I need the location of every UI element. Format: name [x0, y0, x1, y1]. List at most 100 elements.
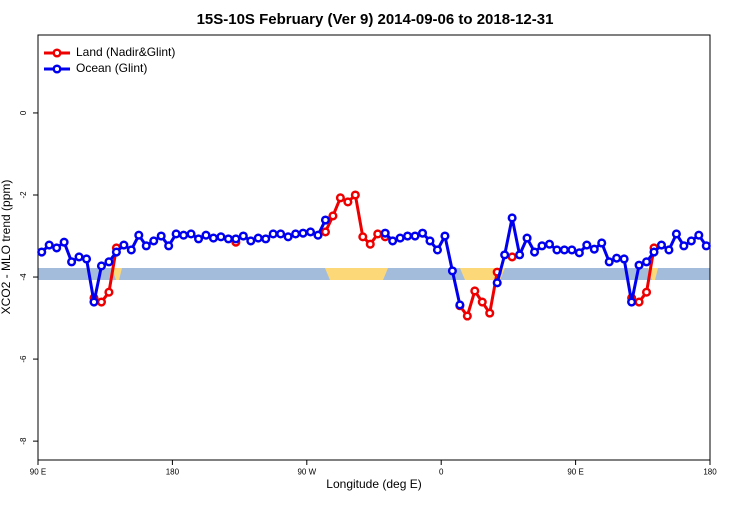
point [604, 257, 614, 267]
point [298, 228, 308, 238]
x-tick-label: 90 E [30, 468, 46, 477]
point [515, 250, 525, 260]
point [238, 231, 248, 241]
point [403, 231, 413, 241]
point [171, 229, 181, 239]
point [104, 257, 114, 267]
point [44, 240, 54, 250]
legend-marker [52, 48, 62, 58]
point [701, 241, 711, 251]
mask-land [325, 268, 388, 280]
point [634, 260, 644, 270]
point [141, 241, 151, 251]
point [567, 245, 577, 255]
x-tick-label: 180 [703, 468, 717, 477]
point [388, 236, 398, 246]
point [552, 245, 562, 255]
point [462, 311, 472, 321]
point [455, 300, 465, 310]
chart-title: 15S-10S February (Ver 9) 2014-09-06 to 2… [197, 11, 554, 28]
point [119, 240, 129, 250]
y-tick-label: -6 [19, 355, 28, 363]
point [612, 253, 622, 263]
point [186, 229, 196, 239]
point [335, 193, 345, 203]
point [231, 234, 241, 244]
point [597, 238, 607, 248]
legend-marker [52, 64, 62, 74]
point [641, 257, 652, 267]
point [283, 232, 293, 242]
point [179, 230, 189, 240]
point [305, 227, 316, 237]
point [641, 287, 652, 297]
legend-item: Ocean (Glint) [44, 61, 147, 75]
point [522, 233, 532, 243]
legend-label: Ocean (Glint) [76, 61, 147, 75]
point [96, 297, 107, 307]
x-tick-label: 0 [439, 468, 444, 477]
point [223, 234, 233, 244]
y-tick-label: -2 [19, 191, 28, 199]
point [440, 231, 450, 241]
point [447, 266, 457, 276]
point [208, 233, 219, 243]
point [216, 232, 226, 242]
point [664, 245, 674, 255]
x-tick-label: 90 E [567, 468, 583, 477]
point [328, 211, 338, 221]
point [343, 197, 353, 207]
point [373, 229, 383, 239]
legend-label: Land (Nadir&Glint) [76, 45, 175, 59]
point [253, 233, 263, 243]
point [492, 278, 502, 288]
point [246, 236, 256, 246]
point [537, 241, 547, 251]
point [350, 190, 360, 200]
point [164, 241, 174, 251]
mask-land [112, 268, 122, 280]
point [686, 236, 696, 246]
point [74, 252, 84, 262]
point [320, 215, 331, 225]
point [500, 250, 510, 260]
point [574, 248, 584, 258]
point [671, 229, 681, 239]
point [425, 236, 435, 246]
point [193, 234, 204, 244]
point [59, 237, 69, 247]
point [559, 245, 569, 255]
point [649, 247, 659, 257]
y-tick-label: -4 [19, 273, 28, 281]
point [89, 297, 99, 307]
point [544, 239, 555, 249]
point [417, 228, 428, 238]
point [111, 247, 121, 257]
point [156, 231, 166, 241]
x-tick-label: 90 W [297, 468, 316, 477]
y-tick-label: -8 [19, 437, 28, 445]
y-axis-label: XCO2 - MLO trend (ppm) [0, 180, 13, 315]
land-mask [38, 268, 710, 280]
point [529, 247, 540, 257]
y-tick-label: 0 [19, 110, 28, 115]
point [470, 286, 480, 296]
legend-item: Land (Nadir&Glint) [44, 45, 175, 59]
x-tick-label: 180 [166, 468, 180, 477]
point [291, 229, 301, 239]
point [477, 297, 487, 307]
point [507, 252, 517, 262]
point [694, 230, 704, 240]
point [201, 230, 211, 240]
point [395, 233, 405, 243]
point [134, 230, 144, 240]
point [410, 231, 420, 241]
point [432, 245, 443, 255]
point [656, 240, 667, 250]
point [634, 297, 644, 307]
point [67, 257, 77, 267]
point [485, 308, 495, 318]
point [276, 229, 286, 239]
point [627, 297, 637, 307]
